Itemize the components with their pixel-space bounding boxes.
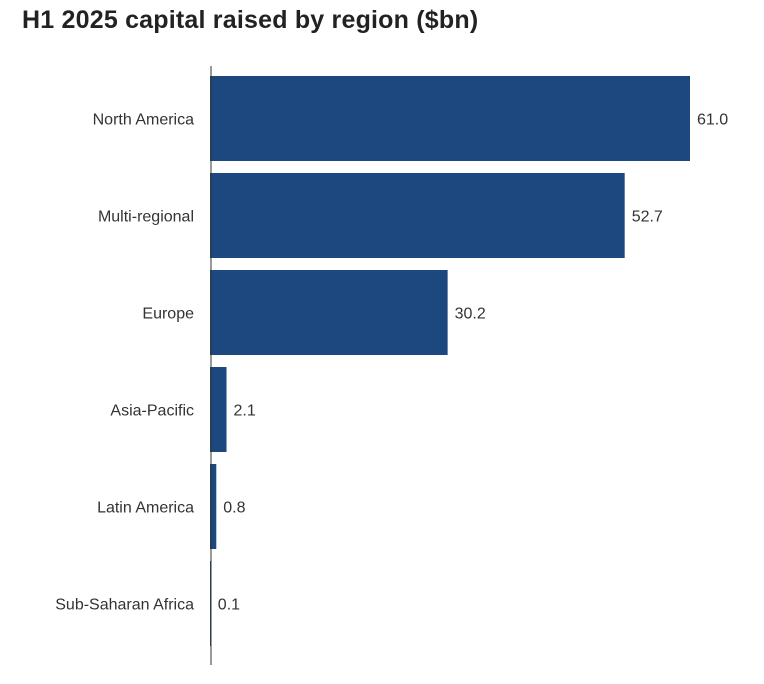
- value-label: 0.1: [218, 597, 240, 614]
- bar-5: [210, 561, 211, 646]
- bar-3: [210, 367, 227, 452]
- bar-4: [210, 464, 217, 549]
- value-label: 2.1: [234, 403, 256, 420]
- category-label: Sub-Saharan Africa: [55, 597, 194, 614]
- category-label: Asia-Pacific: [110, 403, 194, 420]
- category-label: Latin America: [97, 500, 194, 517]
- category-label: Europe: [142, 306, 194, 323]
- chart-title: H1 2025 capital raised by region ($bn): [22, 6, 479, 34]
- bar-2: [210, 270, 448, 355]
- value-label: 52.7: [632, 209, 663, 226]
- bar-1: [210, 173, 625, 258]
- value-label: 61.0: [697, 112, 728, 129]
- category-label: Multi-regional: [98, 209, 194, 226]
- value-label: 30.2: [455, 306, 486, 323]
- bar-0: [210, 76, 690, 161]
- value-label: 0.8: [223, 500, 245, 517]
- category-label: North America: [93, 112, 194, 129]
